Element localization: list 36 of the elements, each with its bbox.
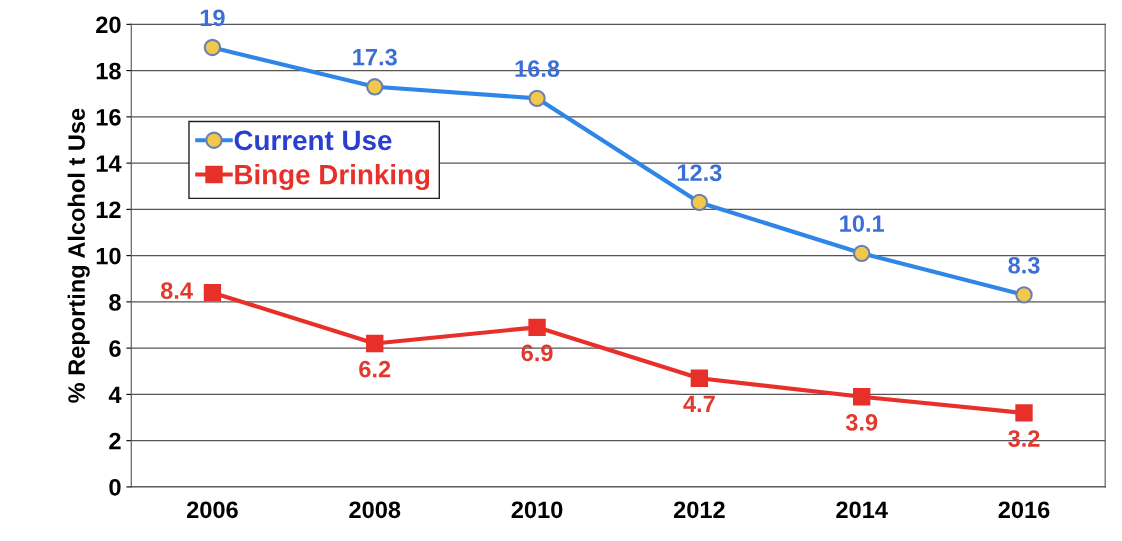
x-tick-label: 2008 bbox=[349, 501, 401, 519]
y-tick-label: 4 bbox=[108, 386, 122, 403]
y-tick-label: 12 bbox=[96, 201, 121, 218]
y-tick-label: 6 bbox=[109, 340, 121, 357]
data-label: 8.4 bbox=[160, 282, 193, 299]
point bbox=[1015, 404, 1033, 422]
y-tick-label: 0 bbox=[109, 478, 121, 496]
point bbox=[366, 334, 384, 353]
y-tick-label: 2 bbox=[109, 432, 121, 450]
point bbox=[528, 318, 546, 336]
point bbox=[690, 369, 709, 387]
x-tick-label: 2006 bbox=[186, 501, 238, 519]
x-tick-label: 2010 bbox=[511, 501, 563, 519]
data-label: 6.2 bbox=[359, 360, 391, 378]
x-tick-label: 2012 bbox=[673, 501, 725, 519]
data-label: 19 bbox=[200, 9, 225, 27]
point bbox=[853, 388, 871, 406]
data-label: 10.1 bbox=[840, 215, 885, 232]
data-label: 6.9 bbox=[521, 344, 553, 362]
data-label: 8.3 bbox=[1008, 256, 1040, 274]
y-tick-label: 14 bbox=[96, 155, 122, 172]
data-label: 4.7 bbox=[683, 395, 715, 412]
data-label: 17.3 bbox=[353, 48, 397, 66]
y-tick-label: 20 bbox=[96, 16, 121, 34]
x-tick-label: 2014 bbox=[836, 501, 888, 519]
y-tick-label: 8 bbox=[109, 293, 121, 311]
point bbox=[203, 283, 222, 302]
y-axis-title: % Reporting Alcohol t Use bbox=[67, 108, 90, 403]
y-tick-label: 18 bbox=[96, 62, 121, 80]
y-tick-label: 16 bbox=[96, 108, 121, 126]
x-tick-label: 2016 bbox=[998, 501, 1050, 519]
legend-label: Binge Drinking bbox=[235, 164, 430, 191]
legend-label: Current Use bbox=[234, 130, 392, 151]
data-label: 3.9 bbox=[845, 413, 878, 431]
data-label: 12.3 bbox=[677, 164, 722, 182]
y-tick-label: 10 bbox=[96, 247, 121, 265]
